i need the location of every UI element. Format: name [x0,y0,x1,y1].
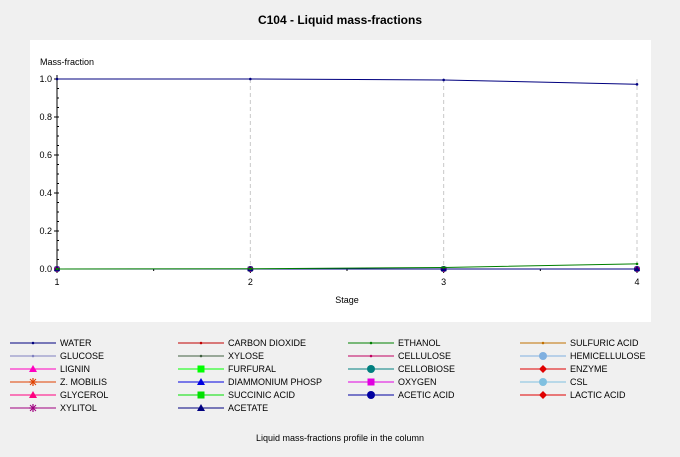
legend-item-lignin: LIGNIN [10,364,90,374]
legend-marker-glycerol [29,391,37,398]
y-tick-label-4: 0.8 [39,112,52,122]
legend-item-succinic-acid: SUCCINIC ACID [178,390,296,400]
data-point-water-1 [55,77,59,81]
legend-marker-furfural [197,365,205,373]
legend-marker-hemicellulose [539,352,547,360]
legend-item-diammonium-phosp: DIAMMONIUM PHOSP [178,377,322,387]
plot-background [30,40,651,322]
legend-marker-sulfuric-acid [541,341,545,345]
legend-item-furfural: FURFURAL [178,364,276,374]
legend-label-xylose: XYLOSE [228,351,264,361]
legend-label-diammonium-phosp: DIAMMONIUM PHOSP [228,377,322,387]
legend-label-furfural: FURFURAL [228,364,276,374]
legend-label-lignin: LIGNIN [60,364,90,374]
legend-label-succinic-acid: SUCCINIC ACID [228,390,296,400]
legend-item-xylose: XYLOSE [178,351,264,361]
legend-item-ethanol: ETHANOL [348,338,441,348]
data-point-ethanol-3 [442,266,445,269]
legend-label-water: WATER [60,338,92,348]
data-point-ethanol-2 [249,267,252,271]
legend-item-enzyme: ENZYME [520,364,608,374]
y-axis-label: Mass-fraction [40,57,94,67]
legend-marker-lignin [29,365,37,372]
data-point-water-2 [249,77,252,81]
legend-item-hemicellulose: HEMICELLULOSE [520,351,646,361]
legend-item-cellulose: CELLULOSE [348,351,451,361]
legend-marker-csl [539,378,547,386]
chart-footer: Liquid mass-fractions profile in the col… [256,433,424,443]
legend-label-sulfuric-acid: SULFURIC ACID [570,338,639,348]
legend-marker-z-mobilis-d2 [29,378,37,386]
legend-label-ethanol: ETHANOL [398,338,441,348]
legend-label-csl: CSL [570,377,588,387]
legend-label-z-mobilis: Z. MOBILIS [60,377,107,387]
chart-title: C104 - Liquid mass-fractions [258,13,422,27]
legend-marker-xylitol-d2 [29,404,37,412]
legend-marker-xylose [199,354,203,358]
data-point-ethanol-4 [635,262,639,266]
series-line-ethanol [56,263,638,270]
legend-marker-water [31,341,35,345]
legend-label-glycerol: GLYCEROL [60,390,108,400]
legend-marker-enzyme [539,365,547,373]
legend-item-glycerol: GLYCEROL [10,390,108,400]
data-point-water-4 [635,83,639,86]
legend-item-xylitol: XYLITOL [10,403,97,413]
legend-marker-ethanol [369,341,373,345]
legend-label-xylitol: XYLITOL [60,403,97,413]
legend-label-lactic-acid: LACTIC ACID [570,390,626,400]
y-tick-label-2: 0.4 [39,188,52,198]
y-tick-label-3: 0.6 [39,150,52,160]
x-tick-label-3: 3 [441,277,446,287]
legend-label-oxygen: OXYGEN [398,377,437,387]
legend-marker-carbon-dioxide [199,341,203,345]
legend-item-glucose: GLUCOSE [10,351,104,361]
legend-marker-cellobiose [367,365,375,373]
legend-marker-xylitol [29,404,37,412]
legend-label-cellulose: CELLULOSE [398,351,451,361]
legend-item-water: WATER [10,338,92,348]
legend-item-acetate: ACETATE [178,403,268,413]
legend-label-cellobiose: CELLOBIOSE [398,364,455,374]
y-tick-label-5: 1.0 [39,74,52,84]
legend-marker-oxygen [367,378,375,386]
legend-marker-lactic-acid [539,391,547,399]
legend-marker-cellulose [369,354,373,358]
legend-label-acetate: ACETATE [228,403,268,413]
legend-item-carbon-dioxide: CARBON DIOXIDE [178,338,306,348]
legend-item-lactic-acid: LACTIC ACID [520,390,626,400]
data-point-acetate-4 [634,266,640,271]
y-tick-label-0: 0.0 [39,264,52,274]
legend-label-glucose: GLUCOSE [60,351,104,361]
data-point-ethanol-1 [55,267,59,271]
legend-item-z-mobilis: Z. MOBILIS [10,377,107,387]
x-tick-label-2: 2 [248,277,253,287]
legend-item-csl: CSL [520,377,588,387]
legend-marker-diammonium-phosp [197,378,205,385]
x-tick-label-1: 1 [54,277,59,287]
legend-item-oxygen: OXYGEN [348,377,437,387]
legend-label-acetic-acid: ACETIC ACID [398,390,455,400]
legend-marker-acetate [197,404,205,411]
legend-label-enzyme: ENZYME [570,364,608,374]
x-tick-label-4: 4 [634,277,639,287]
legend-marker-z-mobilis [29,378,37,386]
data-point-water-3 [442,78,445,82]
legend-marker-glucose [31,354,35,358]
legend-marker-acetic-acid [367,391,375,399]
legend-label-carbon-dioxide: CARBON DIOXIDE [228,338,306,348]
legend-marker-succinic-acid [197,391,205,399]
legend-item-acetic-acid: ACETIC ACID [348,390,455,400]
y-tick-label-1: 0.2 [39,226,52,236]
series-line-water [57,78,638,85]
legend-label-hemicellulose: HEMICELLULOSE [570,351,646,361]
legend-item-cellobiose: CELLOBIOSE [348,364,455,374]
legend-item-sulfuric-acid: SULFURIC ACID [520,338,639,348]
x-axis-label: Stage [335,295,359,305]
